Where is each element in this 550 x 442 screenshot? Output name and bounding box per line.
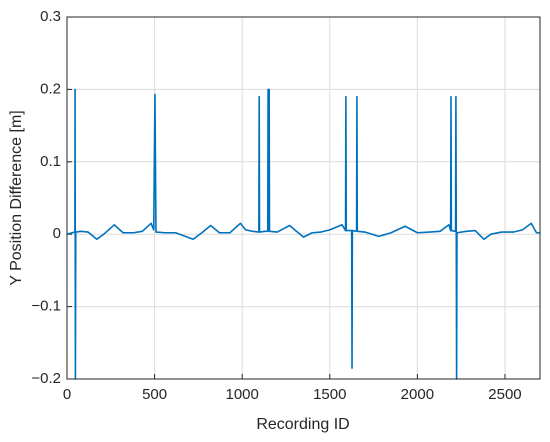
x-tick-label: 1500 [313, 386, 346, 403]
data-line [66, 88, 540, 380]
y-tick-label: −0.2 [31, 370, 61, 387]
x-tick-label: 2000 [401, 386, 434, 403]
y-tick-label: −0.1 [31, 298, 61, 315]
y-tick-label: 0.1 [40, 153, 61, 170]
y-tick-label: 0.2 [40, 80, 61, 97]
x-tick-label: 2500 [488, 386, 521, 403]
x-axis-label: Recording ID [256, 416, 349, 433]
y-tick-label: 0.3 [40, 8, 61, 25]
y-axis-label: Y Position Difference [m] [8, 110, 25, 286]
axes-box [66, 16, 541, 380]
x-tick-label: 500 [142, 386, 167, 403]
y-tick-label: 0 [53, 225, 61, 242]
x-tick-label: 1000 [225, 386, 258, 403]
x-tick-label: 0 [63, 386, 71, 403]
